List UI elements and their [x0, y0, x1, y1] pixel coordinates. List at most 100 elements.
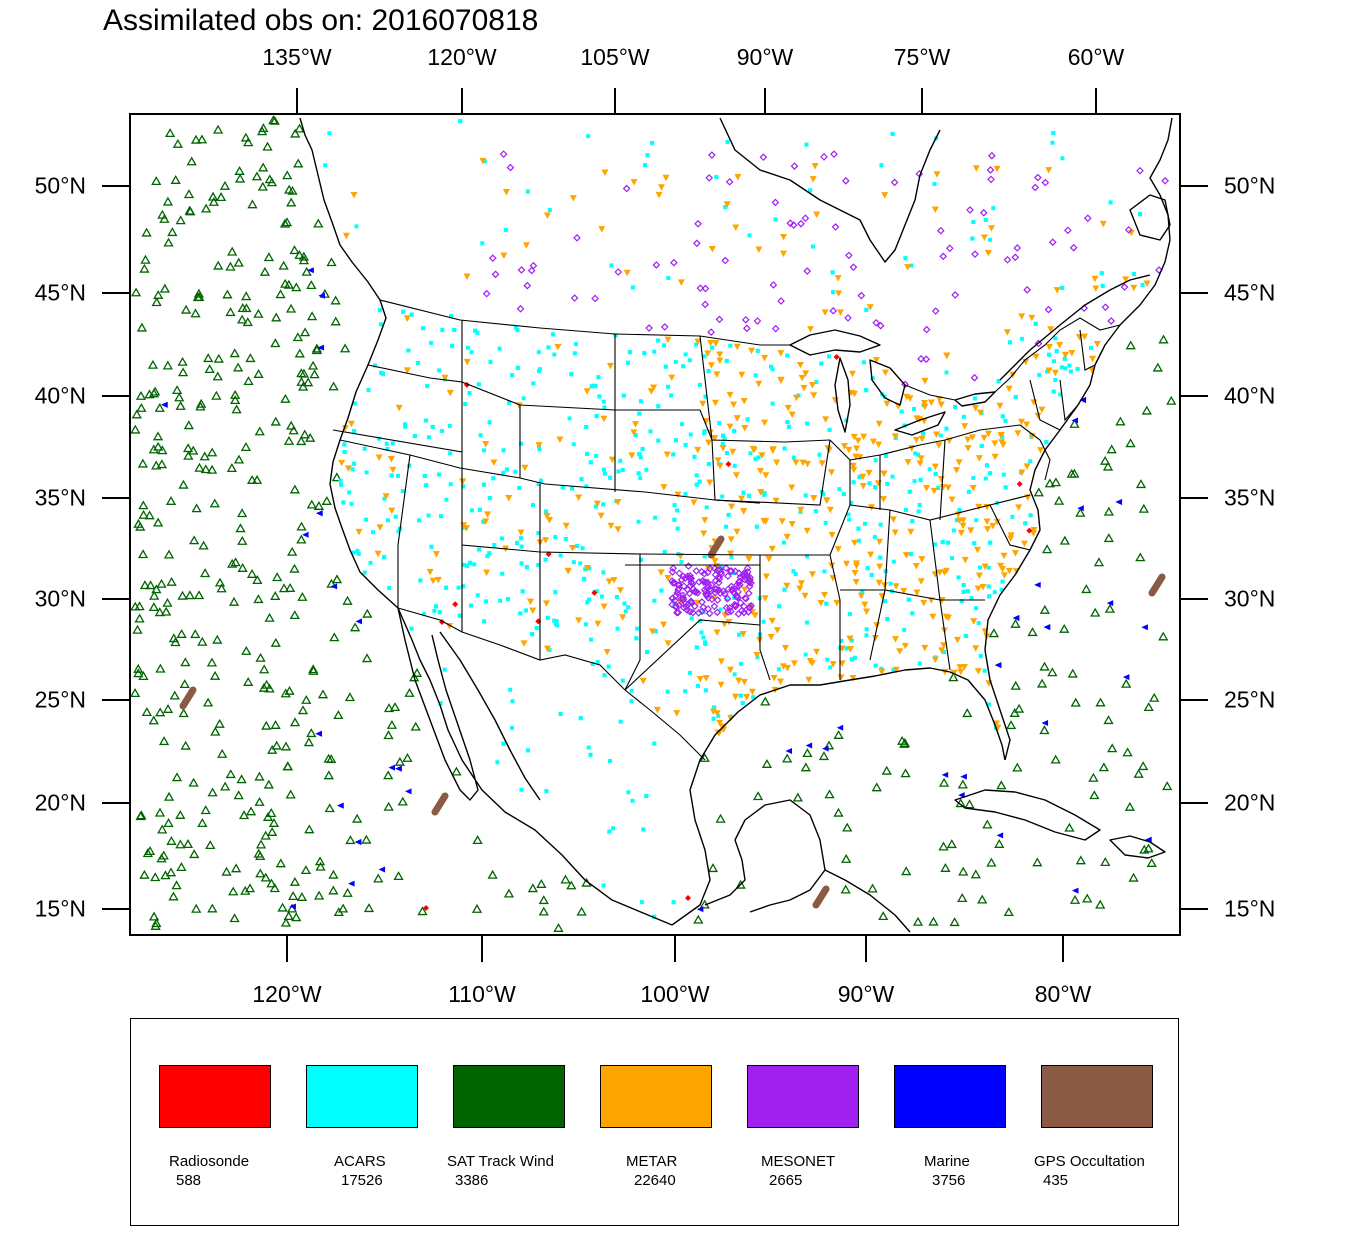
acars-marker	[1058, 392, 1063, 397]
mesonet-marker	[645, 324, 653, 332]
sat-track-wind-marker	[167, 227, 178, 237]
metar-marker	[502, 189, 510, 196]
metar-marker	[517, 529, 525, 537]
metar-marker	[1011, 550, 1019, 557]
acars-marker	[406, 348, 411, 353]
metar-marker	[575, 617, 583, 624]
mesonet-marker	[703, 583, 711, 592]
sat-track-wind-marker	[200, 203, 212, 213]
sat-track-wind-marker	[237, 508, 248, 518]
acars-marker	[917, 503, 922, 508]
sat-track-wind-marker	[867, 883, 878, 893]
metar-marker	[500, 252, 508, 260]
metar-marker	[374, 550, 382, 558]
sat-track-wind-marker	[308, 664, 319, 674]
metar-marker	[967, 527, 975, 534]
acars-marker	[515, 365, 520, 370]
metar-marker	[881, 369, 889, 377]
acars-marker	[669, 393, 674, 398]
metar-marker	[875, 579, 883, 587]
sat-track-wind-marker	[209, 498, 220, 508]
acars-marker	[503, 227, 508, 232]
mesonet-marker	[701, 300, 710, 309]
metar-marker	[917, 578, 925, 585]
metar-marker	[777, 377, 785, 384]
metar-marker	[813, 648, 821, 656]
mesonet-marker	[841, 177, 850, 185]
metar-marker	[907, 528, 915, 536]
mesonet-marker	[674, 581, 682, 589]
metar-marker	[603, 648, 611, 656]
sat-track-wind-marker	[988, 628, 1000, 638]
metar-marker	[479, 157, 487, 165]
mesonet-marker	[715, 586, 723, 594]
mesonet-marker	[743, 568, 752, 576]
west-coastline	[299, 117, 673, 926]
sat-track-wind-marker	[176, 862, 187, 871]
metar-marker	[1045, 367, 1053, 374]
acars-marker	[978, 565, 983, 570]
mesonet-marker	[725, 177, 734, 186]
mesonet-marker	[872, 318, 881, 327]
sat-track-wind-marker	[193, 288, 205, 298]
sat-track-wind-marker	[284, 184, 295, 194]
acars-marker	[1028, 513, 1033, 518]
sat-track-wind-marker	[1039, 604, 1050, 614]
metar-marker	[723, 201, 731, 208]
mesonet-marker	[694, 609, 703, 617]
sat-track-wind-marker	[553, 923, 564, 932]
sat-track-wind-marker	[1093, 557, 1105, 567]
acars-marker	[803, 493, 808, 498]
mesonet-marker	[922, 325, 931, 334]
mesonet-marker	[679, 594, 688, 602]
metar-marker	[748, 347, 756, 355]
sat-track-wind-marker	[881, 765, 892, 775]
mesonet-marker	[1013, 244, 1022, 252]
sat-track-wind-marker	[291, 282, 302, 292]
metar-marker	[902, 552, 910, 559]
hispaniola-outline	[1109, 835, 1166, 859]
sat-track-wind-marker	[163, 791, 175, 801]
metar-marker	[974, 585, 982, 593]
metar-marker	[704, 350, 712, 357]
sat-track-wind-marker	[321, 496, 332, 505]
acars-marker	[961, 414, 966, 419]
acars-marker	[327, 131, 332, 136]
acars-marker	[1000, 435, 1005, 440]
acars-marker	[543, 557, 548, 562]
metar-marker	[662, 174, 670, 182]
acars-marker	[725, 140, 730, 145]
metar-marker	[608, 456, 616, 464]
metar-marker	[768, 617, 776, 625]
acars-marker	[873, 663, 878, 668]
sat-track-wind-marker	[1107, 743, 1118, 753]
acars-marker	[710, 345, 715, 350]
sat-track-wind-marker	[139, 263, 150, 273]
acars-marker	[458, 119, 463, 124]
acars-marker	[426, 513, 431, 518]
acars-marker	[450, 344, 455, 349]
acars-marker	[659, 588, 664, 593]
acars-marker	[992, 590, 997, 595]
acars-marker	[482, 159, 487, 164]
sat-track-wind-marker	[306, 728, 317, 738]
acars-marker	[849, 657, 854, 662]
metar-marker	[780, 234, 788, 241]
sat-track-wind-marker	[207, 903, 218, 913]
acars-marker	[978, 654, 983, 659]
sat-track-wind-marker	[175, 810, 186, 819]
top-lon-label: 60°W	[1067, 44, 1125, 70]
metar-marker	[904, 264, 912, 271]
metar-marker	[992, 720, 1000, 728]
marine-marker	[348, 880, 355, 887]
mesonet-marker	[722, 564, 730, 572]
mesonet-marker	[951, 291, 960, 299]
metar-marker	[997, 432, 1005, 439]
mesonet-marker	[917, 354, 925, 363]
acars-marker	[510, 373, 515, 378]
acars-marker	[608, 759, 613, 764]
sat-track-wind-marker	[337, 903, 349, 913]
mesonet-marker	[1107, 317, 1116, 325]
sat-track-wind-marker	[254, 796, 265, 806]
metar-marker	[717, 658, 725, 665]
